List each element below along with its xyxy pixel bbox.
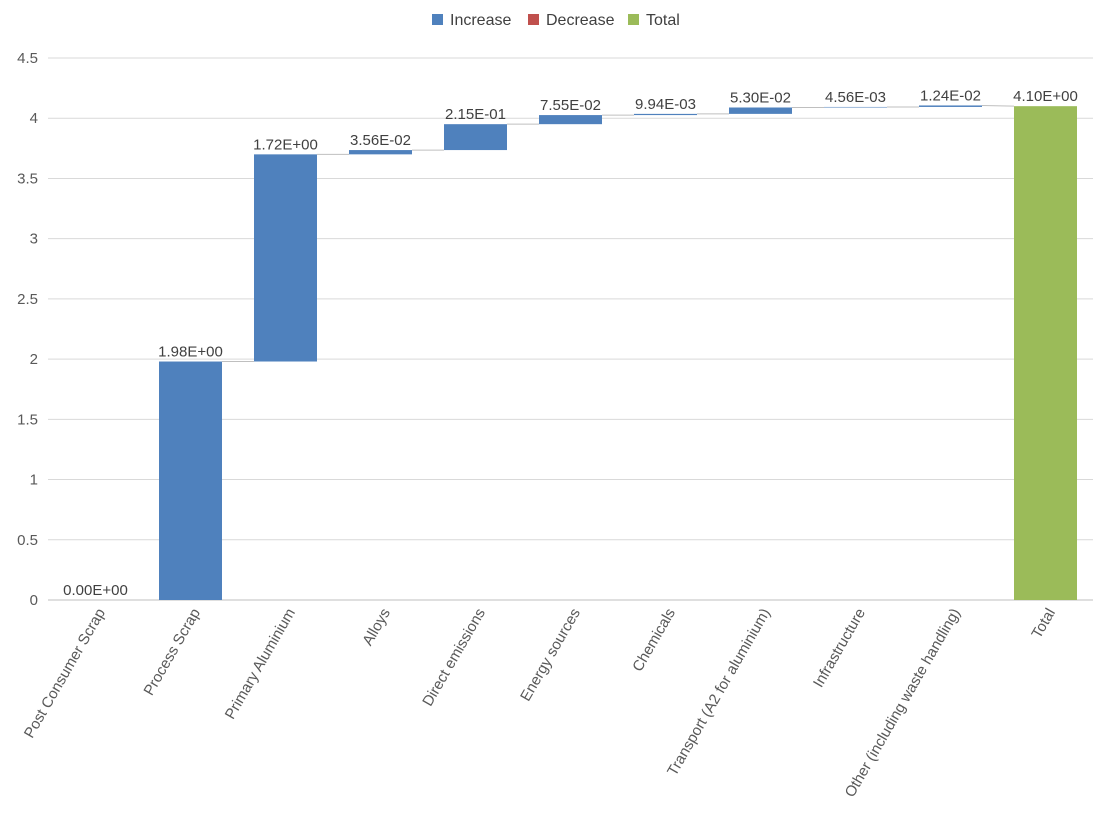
- legend-label-increase: Increase: [450, 12, 511, 29]
- data-label: 4.56E-03: [825, 89, 886, 106]
- y-tick-label: 4: [30, 110, 38, 127]
- x-tick-label: Chemicals: [629, 606, 679, 675]
- bar-infrastructure: [824, 106, 887, 108]
- bar-total: [1014, 106, 1077, 600]
- bar-transport-a2-for-aluminium: [729, 107, 792, 114]
- y-tick-label: 2.5: [17, 291, 38, 308]
- x-tick-label: Direct emissions: [419, 606, 489, 710]
- legend-label-decrease: Decrease: [546, 12, 615, 29]
- x-tick-label: Primary Aluminium: [222, 606, 299, 723]
- y-tick-label: 4.5: [17, 50, 38, 67]
- data-label: 1.24E-02: [920, 87, 981, 104]
- bar-alloys: [349, 150, 412, 155]
- legend: Increase Decrease Total: [432, 12, 680, 29]
- x-tick-label: Transport (A2 for aluminium): [664, 606, 774, 779]
- x-tick-label: Energy sources: [517, 606, 584, 705]
- data-label: 5.30E-02: [730, 89, 791, 106]
- bar-direct-emissions: [444, 124, 507, 151]
- y-tick-label: 3.5: [17, 170, 38, 187]
- y-tick-label: 0.5: [17, 532, 38, 549]
- x-tick-label: Process Scrap: [140, 606, 203, 699]
- bar-process-scrap: [159, 361, 222, 600]
- legend-swatch-increase: [432, 14, 443, 25]
- y-tick-label: 3: [30, 231, 38, 248]
- data-label: 4.10E+00: [1013, 88, 1078, 105]
- x-tick-label: Post Consumer Scrap: [21, 606, 109, 742]
- connector-line: [981, 104, 1015, 107]
- data-label: 2.15E-01: [445, 106, 506, 123]
- legend-label-total: Total: [646, 12, 680, 29]
- x-tick-label: Alloys: [359, 606, 394, 649]
- bar-other-including-waste-handling: [919, 105, 982, 107]
- data-label: 7.55E-02: [540, 97, 601, 114]
- x-tick-label: Total: [1028, 606, 1059, 642]
- y-axis: 0 0.5 1 1.5 2 2.5 3 3.5 4 4.5: [17, 50, 38, 609]
- data-labels: 0.00E+00 1.98E+00 1.72E+00 3.56E-02 2.15E-01…: [63, 87, 1078, 599]
- legend-swatch-decrease: [528, 14, 539, 25]
- y-tick-label: 0: [30, 592, 38, 609]
- data-label: 3.56E-02: [350, 132, 411, 149]
- data-label: 0.00E+00: [63, 582, 128, 599]
- legend-swatch-total: [628, 14, 639, 25]
- x-tick-label: Other (including waste handling): [842, 606, 964, 801]
- data-label: 1.98E+00: [158, 344, 223, 361]
- bars: [159, 105, 1077, 600]
- connector-lines: [127, 104, 1015, 601]
- x-axis: Post Consumer Scrap Process Scrap Primary …: [21, 606, 1059, 801]
- y-tick-label: 1.5: [17, 411, 38, 428]
- bar-energy-sources: [539, 115, 602, 125]
- y-tick-label: 2: [30, 351, 38, 368]
- bar-chemicals: [634, 113, 697, 116]
- bar-primary-aluminium: [254, 154, 317, 362]
- y-tick-label: 1: [30, 472, 38, 489]
- data-label: 9.94E-03: [635, 96, 696, 113]
- data-label: 1.72E+00: [253, 136, 318, 153]
- x-tick-label: Infrastructure: [810, 606, 869, 691]
